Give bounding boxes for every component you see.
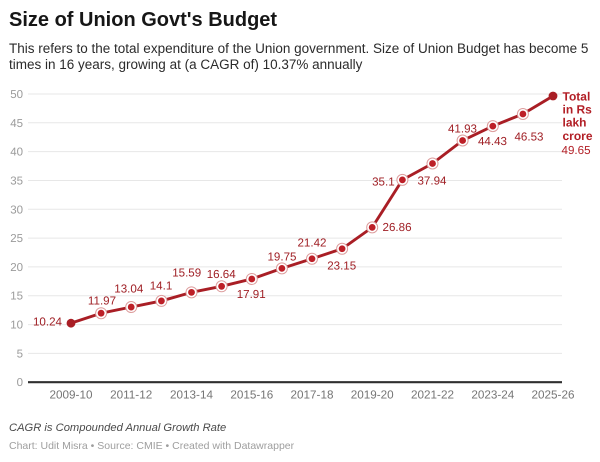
svg-text:44.43: 44.43 xyxy=(478,135,507,148)
svg-text:2013-14: 2013-14 xyxy=(170,389,213,402)
svg-text:21.42: 21.42 xyxy=(297,236,326,249)
svg-text:35: 35 xyxy=(10,176,23,188)
svg-text:30: 30 xyxy=(10,204,23,216)
svg-text:25: 25 xyxy=(10,233,23,245)
svg-text:2011-12: 2011-12 xyxy=(110,389,152,402)
svg-text:23.15: 23.15 xyxy=(327,260,356,273)
svg-text:2019-20: 2019-20 xyxy=(351,389,394,402)
svg-text:41.93: 41.93 xyxy=(448,122,477,135)
svg-text:15: 15 xyxy=(10,291,23,303)
svg-text:10.24: 10.24 xyxy=(33,316,63,329)
svg-text:45: 45 xyxy=(10,118,23,130)
svg-text:20: 20 xyxy=(10,262,23,274)
svg-text:10: 10 xyxy=(10,320,23,332)
svg-text:0: 0 xyxy=(17,377,23,389)
svg-text:2023-24: 2023-24 xyxy=(471,389,514,402)
svg-text:2017-18: 2017-18 xyxy=(291,389,334,402)
svg-text:50: 50 xyxy=(10,89,23,101)
svg-text:lakh: lakh xyxy=(563,116,587,130)
svg-text:13.04: 13.04 xyxy=(114,283,144,296)
svg-text:17.91: 17.91 xyxy=(237,288,266,301)
svg-text:26.86: 26.86 xyxy=(383,221,412,234)
svg-text:19.75: 19.75 xyxy=(267,250,296,263)
svg-text:2025-26: 2025-26 xyxy=(532,389,575,402)
svg-text:Total: Total xyxy=(563,89,591,103)
svg-text:14.1: 14.1 xyxy=(150,280,173,293)
svg-text:5: 5 xyxy=(17,348,23,360)
svg-text:15.59: 15.59 xyxy=(172,267,201,280)
svg-text:16.64: 16.64 xyxy=(207,268,237,281)
svg-text:40: 40 xyxy=(10,147,23,159)
svg-text:11.97: 11.97 xyxy=(88,295,116,308)
svg-text:2021-22: 2021-22 xyxy=(411,389,454,402)
svg-text:35.1: 35.1 xyxy=(372,175,395,188)
svg-text:49.65: 49.65 xyxy=(562,144,591,157)
svg-text:in Rs: in Rs xyxy=(563,103,593,117)
svg-text:2015-16: 2015-16 xyxy=(230,389,273,402)
svg-text:37.94: 37.94 xyxy=(417,175,447,188)
svg-text:crore: crore xyxy=(563,129,593,143)
svg-text:2009-10: 2009-10 xyxy=(50,389,93,402)
svg-text:46.53: 46.53 xyxy=(514,130,543,143)
